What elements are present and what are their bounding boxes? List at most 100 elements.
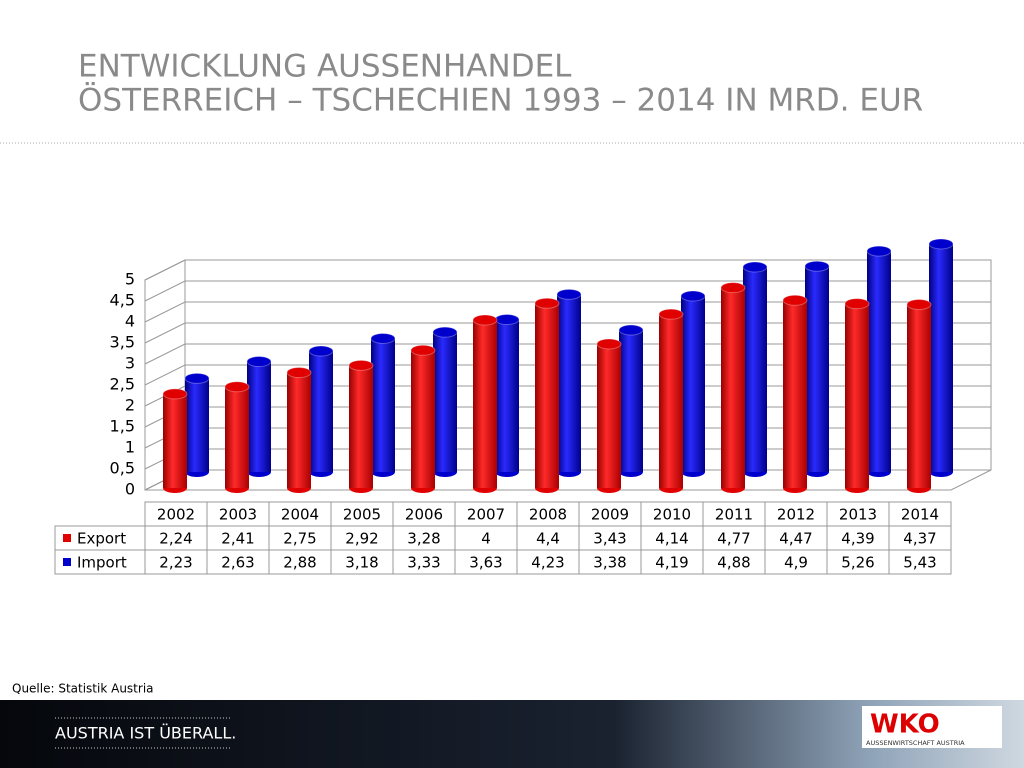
bar-top <box>596 338 622 350</box>
logo-box <box>862 706 1002 748</box>
y-tick-label: 2,5 <box>110 375 135 394</box>
bar-top <box>308 345 334 357</box>
bar-top <box>286 367 312 378</box>
bar <box>743 267 767 472</box>
legend-swatch <box>63 534 71 542</box>
legend-swatch <box>63 558 71 566</box>
bar <box>225 386 249 488</box>
table-value: 4,77 <box>717 530 750 548</box>
table-value: 3,18 <box>345 554 378 572</box>
table-value: 2,23 <box>159 554 192 572</box>
x-tick-label: 2006 <box>405 506 443 524</box>
bar-top <box>370 332 396 344</box>
bar-top <box>162 388 188 400</box>
y-tick-label: 4 <box>125 312 135 331</box>
x-tick-label: 2004 <box>281 506 319 524</box>
bar-top <box>866 245 892 257</box>
bar-top <box>928 238 954 250</box>
table-value: 4,23 <box>531 554 564 572</box>
bar-top <box>534 297 560 309</box>
table-value: 5,43 <box>903 554 936 572</box>
bar-top <box>494 314 520 326</box>
bar <box>495 319 519 472</box>
table-frame <box>144 501 952 527</box>
x-tick-label: 2013 <box>839 506 877 524</box>
title-line: ÖSTERREICH – TSCHECHIEN 1993 – 2014 IN M… <box>78 82 923 119</box>
table-value: 3,63 <box>469 554 502 572</box>
table-value: 4,39 <box>841 530 874 548</box>
bar-top <box>184 372 210 384</box>
table-value: 3,28 <box>407 530 440 548</box>
x-tick-label: 2008 <box>529 506 567 524</box>
table-value: 4,19 <box>655 554 688 572</box>
table-value: 2,24 <box>159 530 192 548</box>
bar <box>371 338 395 472</box>
table-value: 3,38 <box>593 554 626 572</box>
logo-subtitle: AUSSENWIRTSCHAFT AUSTRIA <box>866 739 965 747</box>
bar <box>247 361 271 472</box>
bar-top <box>618 324 644 336</box>
bar <box>805 266 829 472</box>
x-tick-label: 2010 <box>653 506 691 524</box>
x-tick-label: 2014 <box>901 506 939 524</box>
table-value: 4 <box>481 530 491 548</box>
bar <box>845 303 869 488</box>
bar-top <box>844 298 870 310</box>
table-value: 3,33 <box>407 554 440 572</box>
bar-top <box>742 261 768 273</box>
bar-top <box>432 326 458 338</box>
table-value: 2,88 <box>283 554 316 572</box>
title-line: ENTWICKLUNG AUSSENHANDEL <box>78 49 572 85</box>
bar-top <box>224 381 250 393</box>
bar <box>721 287 745 488</box>
bar <box>411 350 435 488</box>
legend-label: Export <box>77 530 126 548</box>
bar <box>659 314 683 488</box>
y-tick-label: 4,5 <box>110 291 135 310</box>
bar-top <box>348 359 374 371</box>
bar <box>349 365 373 488</box>
bar <box>929 243 953 472</box>
bar-top <box>658 308 684 320</box>
table-value: 2,41 <box>221 530 254 548</box>
bar <box>287 372 311 488</box>
bar-top <box>472 314 498 326</box>
slogan: AUSTRIA IST ÜBERALL. <box>55 724 236 743</box>
grid-line <box>144 280 991 302</box>
y-tick-label: 1,5 <box>110 417 135 436</box>
y-tick-label: 0 <box>125 480 135 499</box>
source: Quelle: Statistik Austria <box>12 682 154 696</box>
x-tick-label: 2011 <box>715 506 753 524</box>
legend-label: Import <box>77 554 127 572</box>
x-tick-label: 2007 <box>467 506 505 524</box>
y-tick-label: 5 <box>125 270 135 289</box>
bar <box>163 393 187 488</box>
logo: WKO <box>870 710 940 740</box>
table-value: 4,37 <box>903 530 936 548</box>
table-value: 4,88 <box>717 554 750 572</box>
y-tick-label: 3,5 <box>110 333 135 352</box>
x-tick-label: 2012 <box>777 506 815 524</box>
x-tick-label: 2002 <box>157 506 195 524</box>
table-value: 3,43 <box>593 530 626 548</box>
bar-top <box>680 290 706 302</box>
bar <box>907 304 931 488</box>
bar-top <box>804 260 830 272</box>
bar <box>185 378 209 472</box>
bar-top <box>782 294 808 306</box>
table-value: 2,75 <box>283 530 316 548</box>
bar <box>783 300 807 488</box>
x-tick-label: 2005 <box>343 506 381 524</box>
table-value: 2,63 <box>221 554 254 572</box>
bar-top <box>410 344 436 356</box>
bar-top <box>906 298 932 310</box>
table-value: 2,92 <box>345 530 378 548</box>
bar-top <box>720 282 746 294</box>
table-value: 4,9 <box>784 554 808 572</box>
bar <box>433 332 457 472</box>
footer-band <box>0 700 1024 768</box>
table-value: 4,14 <box>655 530 688 548</box>
bar <box>681 296 705 472</box>
bar <box>557 294 581 472</box>
